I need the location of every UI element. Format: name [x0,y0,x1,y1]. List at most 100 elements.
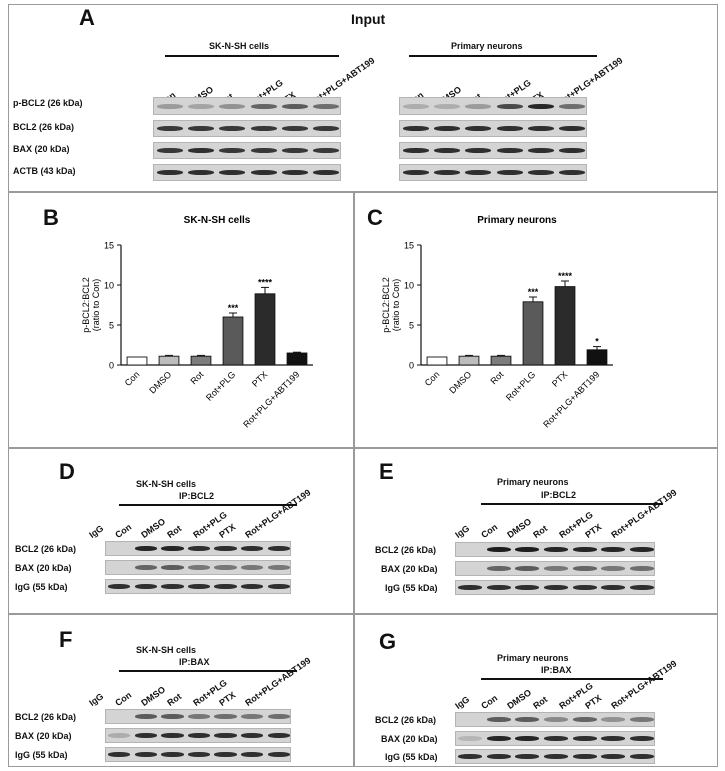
blot-band [458,585,483,590]
blot-band [187,546,211,551]
blot-band [250,170,277,175]
blot-band [187,752,211,757]
lane-label: DMSO [139,684,168,708]
blot-band [313,126,340,131]
blot-band [544,754,568,759]
panel-g-group: Primary neurons [497,653,569,663]
y-tick-label: 5 [109,321,114,331]
blot-strip [153,97,341,115]
panel-e: E Primary neurons IP:BCL2 IgG Con DMSO Rot R… [354,448,718,614]
blot-band [250,148,277,153]
blot-band [515,585,540,590]
x-tick-label: Rot+PLG [504,369,537,402]
blot-band [559,126,586,131]
panel-a-row-label: BCL2 (26 kDa) [13,122,75,132]
panel-e-letter: E [379,459,394,484]
blot-strip [105,747,291,762]
blot-band [134,733,157,738]
x-tick-label: Rot+PLG+ABT199 [541,369,601,429]
panel-e-ip-label: IP:BCL2 [541,490,577,500]
blot-band [281,126,309,131]
chart-title: SK-N-SH cells [184,215,251,226]
blot-band [544,566,568,571]
panel-c: C Primary neurons 0 5 10 15 p-BCL2:BCL2 (ratio… [354,192,718,448]
blot-band [108,584,131,589]
panel-g: G Primary neurons IP:BAX IgG Con DMSO Rot Ro… [354,614,718,767]
panel-d-row-label: IgG (55 kDa) [15,582,68,592]
panel-a-row-label: ACTB (43 kDa) [13,166,76,176]
blot-band [572,585,597,590]
panel-c-letter: C [367,205,383,230]
panel-f-row-label: BCL2 (26 kDa) [15,712,77,722]
blot-band [108,752,131,757]
blot-band [134,714,157,719]
blot-band [433,103,461,109]
panel-e-row-label: BAX (20 kDa) [381,564,438,574]
panel-g-row-label: BCL2 (26 kDa) [375,715,437,725]
blot-band [629,566,654,571]
blot-band [486,736,511,741]
blot-strip [153,164,341,181]
panel-d-group: SK-N-SH cells [136,479,197,489]
lane-label: Rot [531,694,550,711]
panel-f-row-label: BAX (20 kDa) [15,731,72,741]
blot-strip [455,749,655,764]
blot-band [601,717,626,722]
panel-e-row-label: IgG (55 kDa) [385,583,438,593]
panel-d-ip-line [119,504,297,506]
blot-strip [105,709,291,724]
blot-band [267,546,290,551]
lane-label: DMSO [139,516,168,540]
blot-band [486,566,511,571]
blot-strip [455,542,655,557]
blot-band [572,736,597,741]
panel-d-row-label: BAX (20 kDa) [15,563,72,573]
lane-label: Con [479,692,500,711]
blot-band [601,585,626,590]
x-tick-label: DMSO [447,369,473,395]
blot-band [402,103,429,109]
lane-label: Rot [531,523,550,540]
panel-a: A Input SK-N-SH cells Primary neurons Co… [8,4,718,192]
blot-band [629,754,654,759]
blot-band [156,170,183,175]
significance-label: *** [228,303,239,313]
blot-strip [455,561,655,576]
blot-band [267,752,290,757]
blot-band [527,170,555,175]
lane-label: IgG [87,523,106,540]
panel-a-right-line [409,55,597,57]
blot-band [134,584,157,589]
blot-band [161,546,184,551]
y-tick-label: 10 [404,281,414,291]
blot-band [187,126,215,131]
lane-label: Rot+PLG+ABT199 [609,658,679,711]
significance-label: * [595,337,599,347]
bar [158,355,180,366]
blot-band [486,754,511,759]
lane-label: Rot [165,691,184,708]
blot-band [486,585,511,590]
lane-label: IgG [453,523,472,540]
blot-band [629,547,654,552]
blot-band [240,733,264,738]
significance-label: *** [528,287,539,297]
panel-e-group: Primary neurons [497,477,569,487]
lane-label: Con [479,521,500,540]
blot-band [601,736,626,741]
blot-band [240,752,264,757]
lane-label: Rot+PLG+ABT199 [243,487,313,540]
blot-strip [153,142,341,159]
blot-band [187,714,211,719]
blot-band [187,170,215,175]
y-tick-label: 10 [104,281,114,291]
blot-band [214,752,237,757]
panel-d: D SK-N-SH cells IP:BCL2 IgG Con DMSO Rot Rot… [8,448,354,614]
blot-band [187,584,211,589]
blot-band [496,103,523,109]
lane-label: DMSO [505,687,534,711]
panel-f: F SK-N-SH cells IP:BAX IgG Con DMSO Rot Rot+… [8,614,354,767]
blot-band [134,565,157,570]
blot-band [544,736,568,741]
blot-band [134,752,157,757]
